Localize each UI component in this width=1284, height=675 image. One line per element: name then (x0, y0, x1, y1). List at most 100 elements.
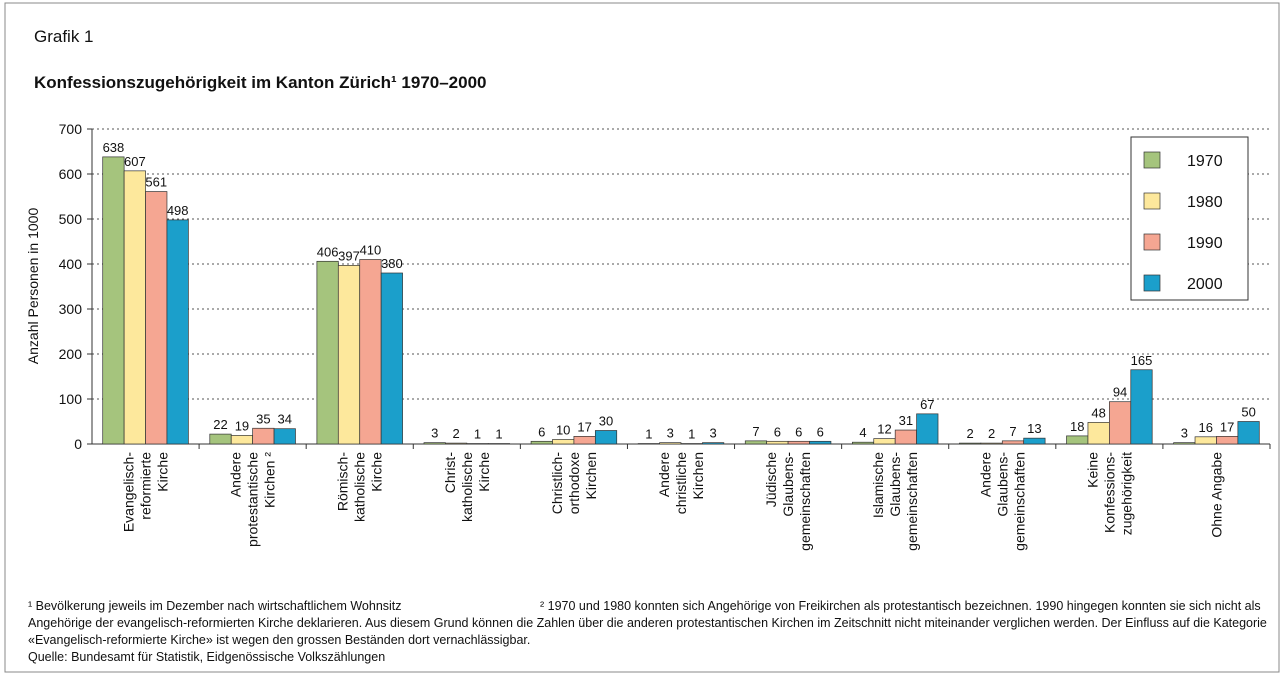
bar (252, 427, 275, 445)
chart-title: Konfessionszugehörigkeit im Kanton Züric… (34, 73, 487, 92)
x-tick-label: JüdischeGlaubens-gemeinschaften (763, 452, 813, 551)
value-label: 6 (817, 424, 824, 439)
bar (337, 265, 361, 445)
legend-swatch (1143, 151, 1161, 169)
value-label: 1 (645, 427, 652, 442)
value-label: 67 (920, 397, 934, 412)
x-tick-label: Christlich-orthodoxeKirchen (549, 452, 599, 515)
value-label: 3 (667, 426, 674, 441)
bar (573, 436, 596, 445)
footnote: ² 1970 und 1980 konnten sich Angehörige … (28, 599, 1267, 647)
heading: Grafik 1 (34, 27, 94, 46)
legend-label: 1990 (1187, 235, 1223, 252)
bar (423, 442, 446, 445)
x-tick-label: Römisch-katholischeKirche (335, 452, 385, 522)
bar (659, 442, 682, 445)
bar (359, 259, 382, 445)
bar (959, 442, 982, 445)
bar (894, 429, 917, 445)
value-label: 22 (213, 417, 227, 432)
value-label: 410 (360, 243, 382, 258)
bar (552, 439, 575, 445)
value-label: 561 (145, 175, 167, 190)
bar (1130, 369, 1153, 445)
y-axis-label: Anzahl Personen in 1000 (25, 208, 41, 365)
bar (916, 413, 939, 445)
bar (1023, 437, 1046, 445)
legend-label: 2000 (1187, 276, 1223, 293)
x-tick-label: Evangelisch-reformierteKirche (121, 452, 171, 532)
bar (273, 428, 296, 445)
x-tick-label: IslamischeGlaubens-gemeinschaften (870, 452, 920, 551)
bar (1194, 436, 1217, 445)
value-label: 19 (235, 418, 249, 433)
footnote: ¹ Bevölkerung jeweils im Dezember nach w… (28, 599, 402, 613)
bar (594, 430, 618, 445)
value-label: 380 (381, 256, 403, 271)
value-label: 17 (1220, 419, 1234, 434)
value-label: 165 (1131, 353, 1153, 368)
bar (166, 219, 189, 445)
bar (873, 438, 896, 445)
legend-swatch (1143, 192, 1161, 210)
x-tick-label: Christ-katholischeKirche (442, 452, 492, 522)
x-tick-label: KeineKonfessions-zugehörigkeit (1084, 452, 1134, 536)
bar (744, 440, 768, 445)
bar (445, 442, 468, 445)
value-label: 397 (338, 248, 360, 263)
value-label: 34 (278, 412, 292, 427)
legend-swatch (1143, 233, 1161, 251)
source: Quelle: Bundesamt für Statistik, Eidgenö… (28, 650, 386, 664)
bar (809, 440, 832, 445)
legend-label: 1980 (1187, 194, 1223, 211)
x-tick-label: AnderechristlicheKirchen (656, 452, 706, 514)
value-label: 16 (1199, 420, 1213, 435)
y-tick-label: 400 (59, 256, 83, 272)
bar (1087, 422, 1110, 445)
bar (209, 433, 232, 445)
bar (1001, 440, 1025, 445)
value-label: 18 (1070, 419, 1084, 434)
y-tick-label: 0 (74, 436, 82, 452)
value-label: 1 (495, 427, 502, 442)
value-label: 2 (967, 426, 974, 441)
bar (702, 442, 725, 445)
value-label: 406 (317, 244, 339, 259)
footnotes: ¹ Bevölkerung jeweils im Dezember nach w… (28, 598, 1274, 666)
y-tick-label: 600 (59, 166, 83, 182)
bar (316, 260, 339, 445)
value-label: 17 (577, 419, 591, 434)
value-label: 6 (795, 424, 802, 439)
bar (1066, 435, 1089, 445)
value-label: 10 (556, 423, 570, 438)
value-label: 498 (167, 203, 189, 218)
value-label: 607 (124, 154, 146, 169)
bar (1109, 401, 1132, 445)
x-tick-label: Ohne Angabe (1208, 452, 1224, 538)
value-label: 3 (431, 426, 438, 441)
y-tick-label: 100 (59, 391, 83, 407)
x-tick-label: AndereprotestantischeKirchen ² (228, 452, 278, 547)
bar (530, 440, 553, 445)
bar (1173, 442, 1196, 445)
value-label: 1 (474, 427, 481, 442)
value-label: 30 (599, 414, 613, 429)
value-label: 48 (1091, 405, 1105, 420)
y-tick-label: 200 (59, 346, 83, 362)
value-label: 1 (688, 427, 695, 442)
bar (145, 191, 168, 445)
bar (1237, 421, 1260, 445)
value-label: 4 (859, 425, 866, 440)
legend-label: 1970 (1187, 153, 1223, 170)
value-label: 6 (774, 424, 781, 439)
value-label: 638 (103, 140, 125, 155)
value-label: 7 (752, 424, 759, 439)
bar (230, 435, 253, 445)
value-label: 35 (256, 411, 270, 426)
value-label: 13 (1027, 421, 1041, 436)
x-tick-label: AndereGlaubens-gemeinschaften (977, 452, 1027, 551)
value-label: 94 (1113, 385, 1127, 400)
legend-swatch (1143, 274, 1161, 292)
